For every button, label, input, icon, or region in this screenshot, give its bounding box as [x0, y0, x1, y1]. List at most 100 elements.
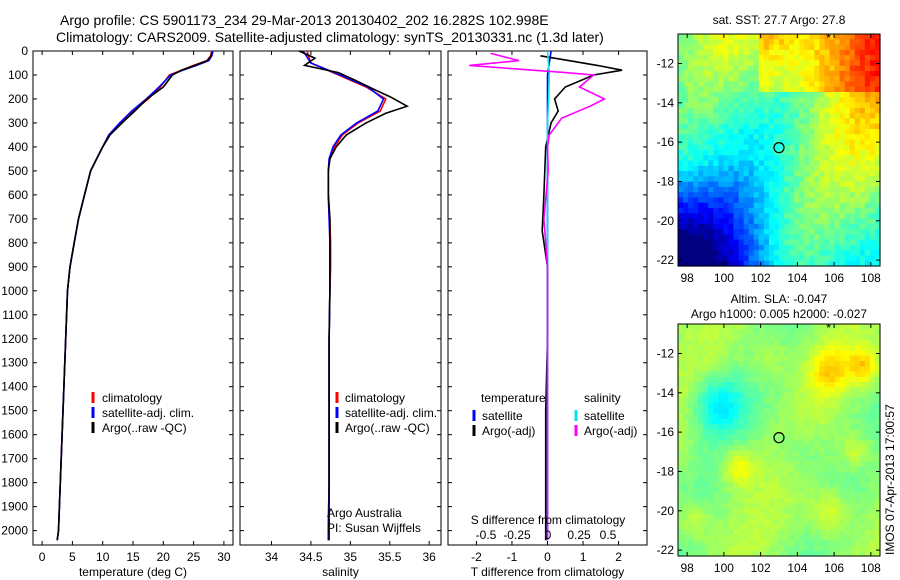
map-cell	[758, 529, 765, 536]
map-cell	[804, 218, 810, 225]
map-cell	[859, 376, 866, 383]
map-cell	[708, 513, 714, 520]
map-cell	[718, 471, 725, 478]
map-cell	[814, 471, 820, 478]
map-cell	[799, 324, 805, 330]
map-cell	[784, 55, 790, 61]
map-cell	[758, 139, 765, 146]
map-cell	[824, 376, 831, 383]
map-cell	[859, 445, 866, 452]
map-cell	[718, 234, 725, 241]
map-cell	[753, 229, 760, 235]
map-cell	[698, 508, 704, 515]
map-cell	[789, 329, 795, 336]
map-cell	[683, 155, 689, 162]
map-cell	[844, 382, 851, 388]
map-cell	[854, 440, 861, 446]
map-cell	[854, 524, 861, 531]
map-cell	[683, 392, 689, 399]
map-cell	[824, 260, 831, 267]
map-cell	[758, 239, 765, 246]
map-cell	[723, 39, 730, 46]
map-cell	[743, 513, 750, 520]
map-cell	[834, 86, 841, 93]
map-cell	[728, 113, 735, 119]
map-cell	[874, 55, 881, 61]
map-cell	[743, 81, 750, 88]
map-cell	[829, 234, 836, 241]
map-cell	[834, 250, 841, 257]
map-cell	[869, 218, 876, 225]
map-cell	[698, 250, 704, 257]
map-cell	[698, 171, 704, 177]
map-cell	[849, 171, 856, 177]
map-cell	[738, 70, 745, 77]
map-cell	[834, 324, 841, 330]
map-cell	[839, 440, 846, 446]
map-cell	[854, 508, 861, 515]
lon-tick-label: 108	[861, 271, 881, 285]
map-cell	[829, 471, 836, 478]
map-cell	[698, 476, 704, 483]
map-cell	[789, 529, 795, 536]
map-cell	[789, 550, 795, 557]
map-cell	[743, 244, 750, 251]
map-cell	[809, 260, 815, 267]
map-cell	[743, 92, 750, 98]
map-cell	[688, 181, 694, 188]
map-cell	[713, 49, 719, 56]
map-cell	[743, 70, 750, 77]
map-cell	[753, 455, 760, 462]
map-cell	[854, 102, 861, 109]
map-cell	[708, 250, 714, 257]
map-cell	[748, 229, 755, 235]
map-cell	[743, 128, 750, 135]
map-cell	[804, 329, 810, 336]
map-cell	[693, 524, 699, 531]
map-cell	[844, 134, 851, 141]
map-cell	[804, 176, 810, 183]
map-cell	[678, 55, 684, 61]
map-cell	[698, 492, 704, 499]
map-cell	[794, 466, 800, 473]
map-cell	[763, 113, 770, 119]
map-cell	[794, 339, 800, 346]
map-cell	[683, 113, 689, 119]
map-cell	[869, 429, 876, 436]
map-cell	[773, 434, 780, 441]
map-cell	[678, 134, 684, 141]
map-cell	[708, 160, 714, 167]
map-cell	[854, 403, 861, 409]
map-cell	[819, 202, 826, 209]
map-cell	[854, 39, 861, 46]
map-cell	[869, 250, 876, 257]
map-cell	[718, 229, 725, 235]
map-cell	[713, 424, 719, 431]
map-cell	[688, 44, 694, 51]
x-tick-label: 30	[217, 550, 231, 564]
map-cell	[809, 450, 815, 457]
map-cell	[874, 171, 881, 177]
map-cell	[723, 508, 730, 515]
map-cell	[864, 466, 871, 473]
map-cell	[814, 360, 820, 367]
map-cell	[849, 239, 856, 246]
map-cell	[773, 466, 780, 473]
map-cell	[854, 429, 861, 436]
map-cell	[723, 186, 730, 193]
map-cell	[859, 139, 866, 146]
map-cell	[728, 482, 735, 489]
map-cell	[829, 81, 836, 88]
map-cell	[703, 81, 709, 88]
map-cell	[753, 487, 760, 494]
map-cell	[824, 192, 831, 199]
map-cell	[768, 397, 775, 404]
map-cell	[869, 144, 876, 151]
map-cell	[874, 123, 881, 130]
map-cell	[849, 466, 856, 473]
sla-map-title-line-2: Argo h1000: 0.005 h2000: -0.027	[691, 307, 867, 321]
map-cell	[733, 350, 740, 357]
map-cell	[814, 397, 820, 404]
map-cell	[748, 418, 755, 425]
map-cell	[869, 418, 876, 425]
